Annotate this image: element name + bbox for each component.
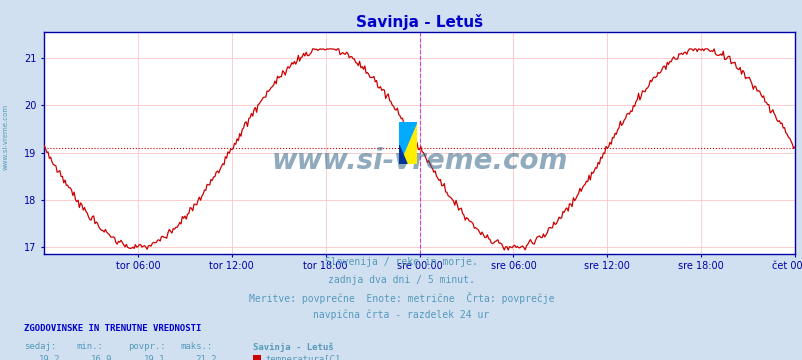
- Text: sedaj:: sedaj:: [24, 342, 56, 351]
- Text: 16,9: 16,9: [91, 355, 112, 360]
- Title: Savinja - Letuš: Savinja - Letuš: [355, 14, 483, 30]
- Text: min.:: min.:: [76, 342, 103, 351]
- Text: 21,2: 21,2: [196, 355, 217, 360]
- Text: Meritve: povprečne  Enote: metrične  Črta: povprečje: Meritve: povprečne Enote: metrične Črta:…: [249, 292, 553, 304]
- Polygon shape: [399, 122, 416, 164]
- Text: navpična črta - razdelek 24 ur: navpična črta - razdelek 24 ur: [313, 309, 489, 320]
- Text: Slovenija / reke in morje.: Slovenija / reke in morje.: [325, 257, 477, 267]
- Polygon shape: [399, 122, 416, 164]
- Text: 19,2: 19,2: [39, 355, 60, 360]
- Text: 19,1: 19,1: [144, 355, 164, 360]
- Text: temperatura[C]: temperatura[C]: [265, 355, 341, 360]
- Text: zadnja dva dni / 5 minut.: zadnja dva dni / 5 minut.: [328, 275, 474, 285]
- Text: www.si-vreme.com: www.si-vreme.com: [2, 104, 9, 170]
- Polygon shape: [399, 145, 407, 164]
- Text: ZGODOVINSKE IN TRENUTNE VREDNOSTI: ZGODOVINSKE IN TRENUTNE VREDNOSTI: [24, 324, 201, 333]
- Text: www.si-vreme.com: www.si-vreme.com: [271, 147, 567, 175]
- Text: Savinja - Letuš: Savinja - Letuš: [253, 342, 333, 351]
- Text: povpr.:: povpr.:: [128, 342, 166, 351]
- Text: maks.:: maks.:: [180, 342, 213, 351]
